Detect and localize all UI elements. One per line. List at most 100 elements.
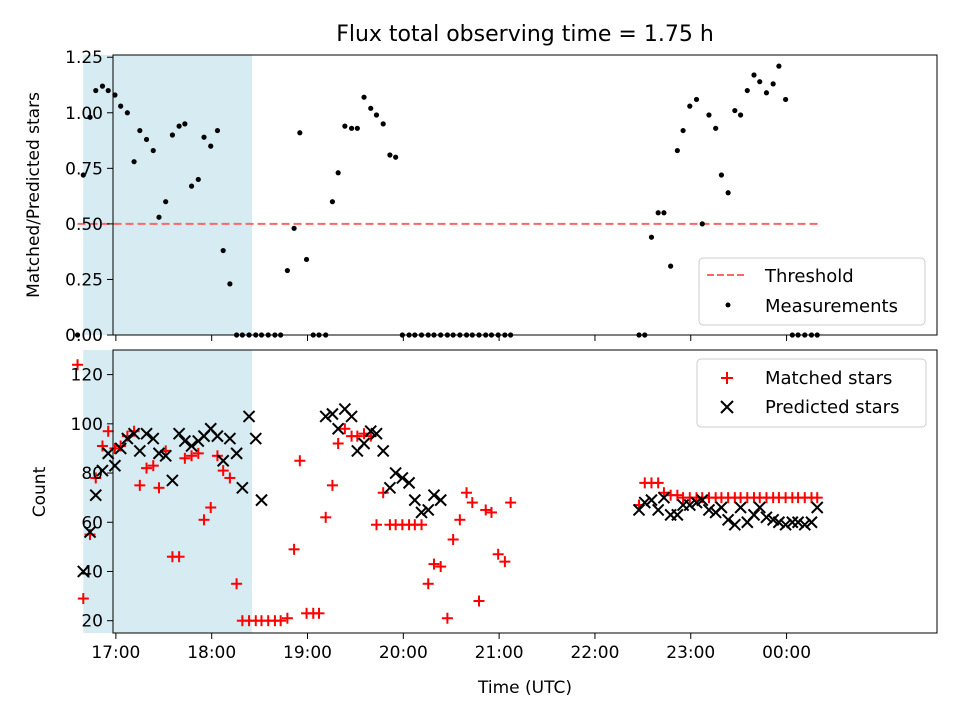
predicted-star-point: [326, 407, 339, 421]
predicted-star-point: [370, 427, 383, 440]
predicted-star-point: [185, 439, 198, 453]
matched-star-point: [288, 543, 300, 555]
legend-measurements-swatch: [725, 302, 731, 308]
measurement-point: [783, 96, 789, 103]
matched-star-point: [96, 440, 108, 452]
matched-star-point: [351, 430, 363, 442]
measurement-point: [214, 127, 221, 134]
matched-star-point: [461, 487, 473, 499]
measurement-point: [182, 121, 188, 127]
predicted-star-point: [166, 474, 179, 487]
predicted-star-point: [255, 493, 268, 507]
predicted-star-point: [638, 496, 651, 509]
measurement-point: [655, 210, 661, 216]
predicted-star-point: [651, 503, 665, 517]
measurement-point: [163, 199, 169, 205]
y-tick-label: 40: [81, 562, 103, 582]
predicted-star-point: [216, 454, 230, 467]
bottom-y-axis-label: Count: [30, 466, 50, 517]
x-tick-label: 22:00: [570, 643, 619, 663]
predicted-star-point: [734, 501, 747, 514]
predicted-star-point: [702, 503, 716, 517]
predicted-star-point: [376, 444, 390, 458]
measurement-point: [680, 127, 686, 134]
predicted-star-point: [178, 434, 192, 448]
measurement-point: [687, 103, 693, 109]
measurement-point: [220, 247, 226, 254]
measurement-point: [227, 281, 233, 287]
measurement-point: [699, 221, 705, 227]
x-tick-label: 20:00: [379, 643, 428, 663]
matched-star-point: [72, 359, 84, 371]
y-tick-label: 80: [81, 464, 103, 484]
predicted-star-point: [408, 493, 422, 507]
predicted-star-point: [645, 493, 658, 507]
top-plot-frame: [112, 54, 938, 336]
measurement-point: [770, 81, 776, 87]
predicted-star-point: [249, 432, 262, 445]
top-legend: Threshold Measurements: [698, 257, 926, 326]
matched-star-point: [281, 612, 293, 624]
measurement-point: [348, 125, 355, 131]
measurement-point: [763, 90, 770, 96]
x-tick-label: 21:00: [475, 643, 524, 663]
predicted-star-point: [632, 503, 646, 517]
predicted-star-point: [114, 442, 127, 455]
matched-star-point: [485, 506, 497, 518]
x-tick-label: 19:00: [283, 643, 332, 663]
matched-star-point: [811, 492, 823, 504]
top-y-axis-label: Matched/Predicted stars: [24, 92, 44, 298]
predicted-star-point: [389, 466, 402, 480]
y-tick-label: 100: [71, 415, 103, 435]
measurement-point: [718, 172, 725, 178]
predicted-star-point: [715, 501, 728, 514]
predicted-star-point: [696, 493, 709, 507]
y-tick-label: 20: [81, 612, 103, 632]
predicted-star-point: [152, 447, 166, 460]
measurement-point: [674, 147, 680, 154]
matched-star-point: [492, 548, 504, 560]
measurement-point: [737, 112, 744, 118]
measurement-point: [93, 87, 99, 94]
measurement-point: [368, 105, 374, 111]
measurement-point: [169, 132, 176, 138]
predicted-star-point: [223, 432, 237, 445]
measurement-point: [208, 143, 214, 149]
matched-star-point: [198, 514, 210, 526]
measurement-point: [188, 183, 195, 189]
measurement-point: [335, 170, 341, 176]
matched-star-point: [134, 479, 146, 491]
measurement-point: [112, 92, 118, 98]
measurement-point: [725, 190, 731, 196]
measurement-point: [143, 136, 150, 143]
measurement-point: [732, 107, 738, 114]
bottom-plot-frame: [112, 349, 938, 634]
measurement-point: [751, 72, 757, 78]
matched-star-point: [147, 460, 159, 472]
matched-star-point: [435, 561, 447, 573]
legend-predicted-label: Predicted stars: [765, 397, 899, 418]
predicted-star-point: [172, 427, 186, 440]
matched-star-point: [313, 607, 325, 619]
matched-star-point: [192, 447, 204, 459]
matched-star-point: [447, 533, 459, 545]
matched-star-point: [77, 593, 89, 605]
measurement-point: [393, 154, 399, 160]
matched-star-point: [217, 465, 229, 477]
matched-star-point: [205, 501, 217, 513]
matched-star-point: [454, 514, 466, 526]
predicted-star-point: [671, 508, 684, 522]
matched-star-point: [339, 423, 351, 435]
predicted-star-point: [683, 498, 697, 512]
predicted-star-point: [779, 518, 792, 531]
y-tick-label: 0.50: [65, 215, 103, 235]
predicted-star-point: [121, 432, 134, 445]
matched-star-point: [505, 497, 517, 509]
y-tick-label: 0.75: [65, 159, 103, 179]
measurement-point: [661, 210, 667, 216]
measurement-point: [80, 172, 86, 178]
matched-star-point: [102, 425, 114, 437]
predicted-star-point: [77, 565, 90, 578]
y-tick-label: 1.25: [65, 48, 103, 68]
predicted-star-point: [396, 471, 409, 485]
